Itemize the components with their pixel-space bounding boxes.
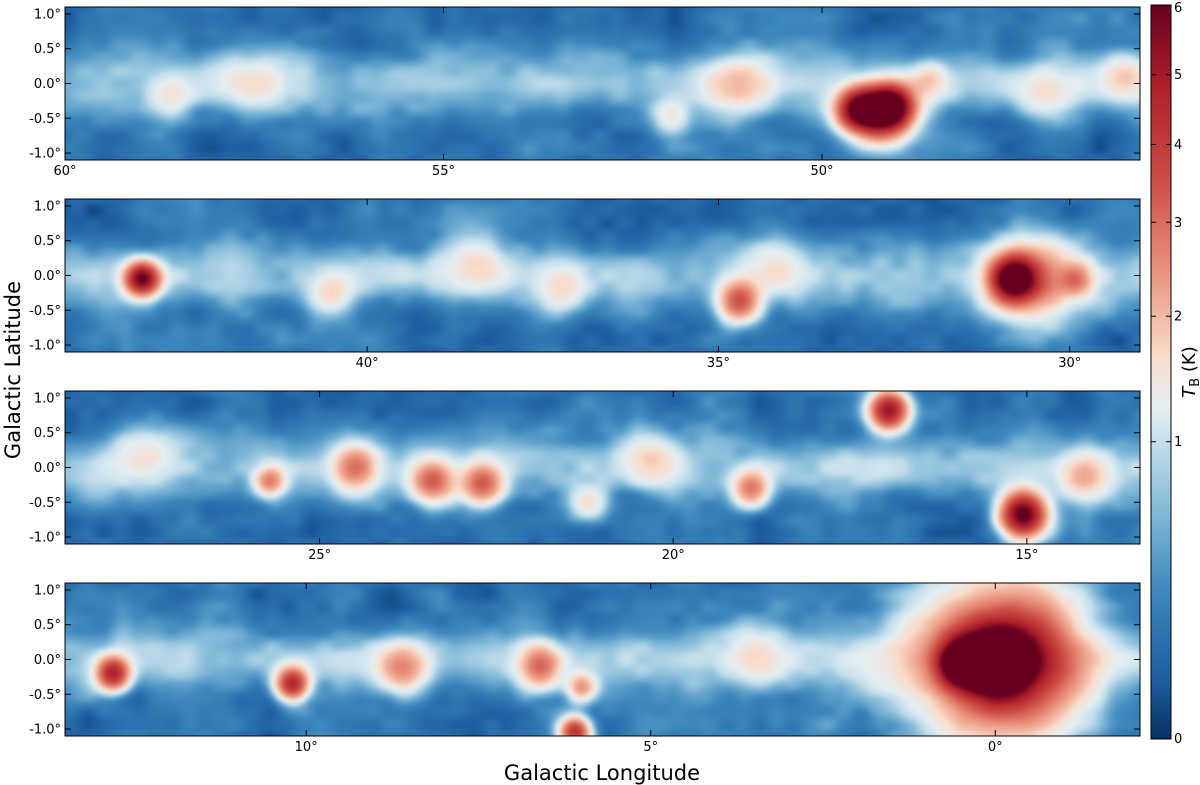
x-tick-label: 50° bbox=[811, 164, 834, 179]
y-tick-label: -0.5° bbox=[29, 304, 61, 319]
x-tick-label: 0° bbox=[988, 740, 1003, 755]
x-tick-label: 5° bbox=[643, 740, 658, 755]
colorbar-ticks: 0 1 2 3 4 5 6 bbox=[1151, 1, 1182, 747]
x-tick-label: 10° bbox=[295, 740, 318, 755]
y-tick-label: 0.0° bbox=[34, 461, 61, 476]
panel-heatmap-image bbox=[65, 199, 1140, 352]
y-tick-label: 1.0° bbox=[34, 391, 61, 406]
y-tick-label: -1.0° bbox=[29, 339, 61, 354]
y-axis-label: Galactic Latitude bbox=[1, 281, 25, 459]
y-tick-label: 1.0° bbox=[34, 199, 61, 214]
panel-heatmap-image bbox=[65, 391, 1140, 544]
y-tick-label: 0.0° bbox=[34, 77, 61, 92]
colorbar-label-unit: (K) bbox=[1179, 346, 1200, 378]
colorbar-label-subscript: B bbox=[1188, 378, 1200, 387]
y-tick-label: -0.5° bbox=[29, 496, 61, 511]
y-tick-label: -0.5° bbox=[29, 112, 61, 127]
y-tick-label: 0.5° bbox=[34, 426, 61, 441]
x-tick-label: 40° bbox=[356, 356, 379, 371]
y-tick-label: 1.0° bbox=[34, 583, 61, 598]
colorbar-label-symbol: T bbox=[1179, 385, 1200, 398]
x-tick-label: 25° bbox=[308, 548, 331, 563]
y-tick-label: 0.0° bbox=[34, 653, 61, 668]
x-tick-label: 60° bbox=[53, 164, 76, 179]
colorbar-tick-label: 1 bbox=[1174, 435, 1182, 450]
y-tick-label: -1.0° bbox=[29, 147, 61, 162]
colorbar-label: TB (K) bbox=[1179, 346, 1200, 398]
map-panel: 25° 20° 15° 1.0° 0.5° 0.0° -0.5° -1.0° bbox=[29, 390, 1141, 563]
y-tick-label: -1.0° bbox=[29, 723, 61, 738]
y-tick-label: 0.5° bbox=[34, 42, 61, 57]
y-tick-label: 0.5° bbox=[34, 618, 61, 633]
y-tick-label: -1.0° bbox=[29, 531, 61, 546]
x-tick-label: 35° bbox=[707, 356, 730, 371]
y-tick-label: -0.5° bbox=[29, 688, 61, 703]
colorbar: 0 1 2 3 4 5 6 TB (K) bbox=[1150, 1, 1200, 747]
colorbar-tick-label: 5 bbox=[1174, 68, 1182, 83]
y-tick-label: 0.5° bbox=[34, 234, 61, 249]
x-tick-label: 55° bbox=[432, 164, 455, 179]
x-axis-label: Galactic Longitude bbox=[504, 761, 700, 785]
colorbar-tick-label: 6 bbox=[1174, 1, 1182, 16]
colorbar-tick-label: 3 bbox=[1174, 216, 1182, 231]
x-tick-label: 15° bbox=[1015, 548, 1038, 563]
y-tick-label: 1.0° bbox=[34, 7, 61, 22]
panel-heatmap-image bbox=[65, 583, 1140, 736]
colorbar-tick-label: 0 bbox=[1174, 732, 1182, 747]
map-panel: 10° 5° 0° 1.0° 0.5° 0.0° -0.5° -1.0° bbox=[29, 582, 1141, 755]
y-tick-label: 0.0° bbox=[34, 269, 61, 284]
x-tick-label: 20° bbox=[662, 548, 685, 563]
colorbar-tick-label: 4 bbox=[1174, 138, 1182, 153]
panel-heatmap-image bbox=[65, 7, 1140, 160]
x-tick-label: 30° bbox=[1058, 356, 1081, 371]
map-panel: 60° 55° 50° 1.0° 0.5° 0.0° -0.5° -1.0° bbox=[29, 6, 1141, 179]
map-panels: 60° 55° 50° 1.0° 0.5° 0.0° -0.5° -1.0° 40° 35° 30°… bbox=[29, 6, 1141, 755]
map-panel: 40° 35° 30° 1.0° 0.5° 0.0° -0.5° -1.0° bbox=[29, 198, 1141, 371]
colorbar-tick-label: 2 bbox=[1174, 310, 1182, 325]
colorbar-gradient bbox=[1150, 4, 1172, 740]
